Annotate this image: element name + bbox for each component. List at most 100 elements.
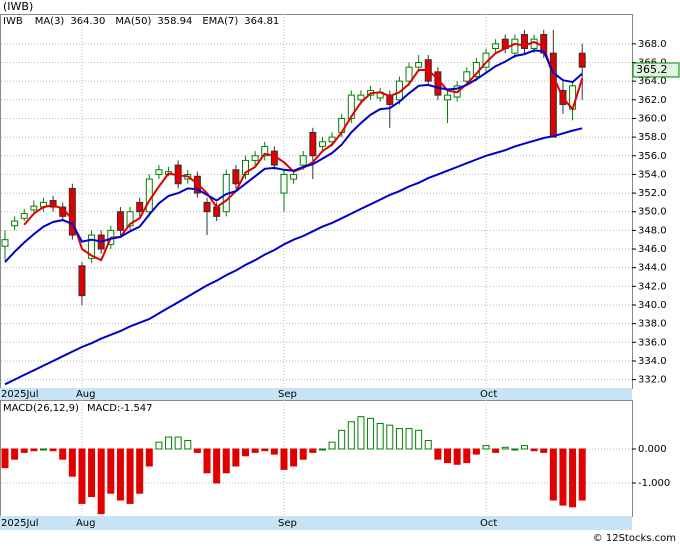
x-tick-label: 2025Jul [1, 518, 39, 529]
chart-title: (IWB) [3, 0, 33, 13]
macd-bar [68, 448, 76, 477]
macd-bar [299, 448, 307, 460]
candle-body [357, 94, 365, 101]
y-tick-label: 340.0 [638, 300, 667, 311]
macd-bar [59, 448, 67, 460]
legend-symbol: IWB [3, 16, 23, 27]
candle-body [280, 173, 288, 194]
macd-bar [424, 439, 432, 450]
candle-body [136, 201, 144, 213]
legend-value: 364.81 [244, 16, 279, 27]
candle-body [299, 155, 307, 166]
macd-bar [174, 436, 182, 450]
candle-body [116, 211, 124, 231]
candle-body [261, 145, 269, 157]
macd-bar [1, 448, 9, 469]
footer: © 12Stocks.com [593, 533, 676, 544]
candle-body [126, 211, 134, 227]
legend-name: MA(3) [35, 16, 65, 27]
macd-bar [251, 448, 259, 453]
macd-bar [453, 448, 461, 465]
y-tick-label: 362.0 [638, 95, 667, 106]
macd-bar [88, 448, 96, 498]
x-tick-label: Oct [480, 518, 497, 529]
y-tick-label: 358.0 [638, 132, 667, 143]
macd-bar [386, 424, 394, 450]
candle-body [309, 131, 317, 157]
macd-bar [126, 448, 134, 504]
candle-body [492, 43, 500, 50]
macd-bar [193, 448, 201, 453]
macd-bar [328, 441, 336, 450]
macd-bar [501, 446, 509, 450]
macd-bar [280, 448, 288, 470]
y-tick-label: 334.0 [638, 356, 667, 367]
macd-bar [97, 448, 105, 515]
candle-body [145, 178, 153, 213]
macd-bar [559, 448, 567, 506]
macd-bar [530, 448, 538, 452]
macd-bar [270, 448, 278, 455]
macd-bar [520, 445, 528, 450]
x-tick-label: Oct [480, 389, 497, 400]
macd-bar [540, 448, 548, 453]
macd-bar [213, 448, 221, 484]
candle-body [213, 206, 221, 217]
macd-bar [357, 416, 365, 450]
y-tick-label: 360.0 [638, 113, 667, 124]
macd-bar [11, 448, 19, 460]
y-tick-label: 336.0 [638, 337, 667, 348]
macd-bar [222, 448, 230, 474]
macd-bar [472, 448, 480, 455]
candle-body [444, 94, 452, 101]
legend-name: EMA(7) [202, 16, 238, 27]
candle-body [520, 34, 528, 50]
macd-bar [444, 448, 452, 464]
macd-bar [242, 448, 249, 457]
y-tick-label: 356.0 [638, 151, 667, 162]
legend-value: MACD:-1.547 [87, 403, 153, 414]
ma-line [4, 49, 583, 263]
macd-bar [261, 448, 269, 452]
legend-value: 358.94 [157, 16, 192, 27]
x-tick-label: Sep [278, 389, 297, 400]
candle-body [578, 52, 586, 68]
y-tick-label: 342.0 [638, 281, 667, 292]
macd-bar [232, 448, 240, 467]
macd-bar [434, 448, 442, 460]
macd-bar [463, 448, 471, 464]
macd-bar [367, 417, 375, 450]
x-axis-band [0, 388, 632, 400]
macd-bar [347, 421, 355, 450]
macd-bar [549, 448, 557, 501]
macd-bar [203, 448, 211, 474]
x-tick-label: Aug [76, 518, 96, 529]
last-price-box [632, 62, 680, 78]
candle-body [11, 220, 19, 227]
macd-bar [578, 448, 586, 501]
macd-bar [290, 448, 298, 467]
macd-bar [492, 448, 500, 453]
macd-bar [338, 429, 346, 450]
macd-bar [136, 448, 144, 494]
y-tick-label: 348.0 [638, 225, 667, 236]
macd-bar [376, 422, 384, 450]
macd-bar [30, 448, 38, 452]
macd-bar [107, 448, 115, 494]
y-tick-label: 368.0 [638, 39, 667, 50]
candle-body [511, 38, 519, 54]
ma-line [4, 127, 583, 386]
candle-body [88, 234, 96, 259]
macd-bar [165, 436, 173, 450]
y-tick-label: 344.0 [638, 263, 667, 274]
candle-body [203, 201, 211, 213]
candle-body [155, 169, 163, 175]
legend-name: MA(50) [115, 16, 151, 27]
y-tick-label: 364.0 [638, 76, 667, 87]
macd-bar [482, 445, 490, 450]
candle-body [405, 66, 413, 82]
macd-bar [155, 441, 163, 450]
y-tick-label: 352.0 [638, 188, 667, 199]
y-tick-label: -1.000 [638, 478, 670, 489]
